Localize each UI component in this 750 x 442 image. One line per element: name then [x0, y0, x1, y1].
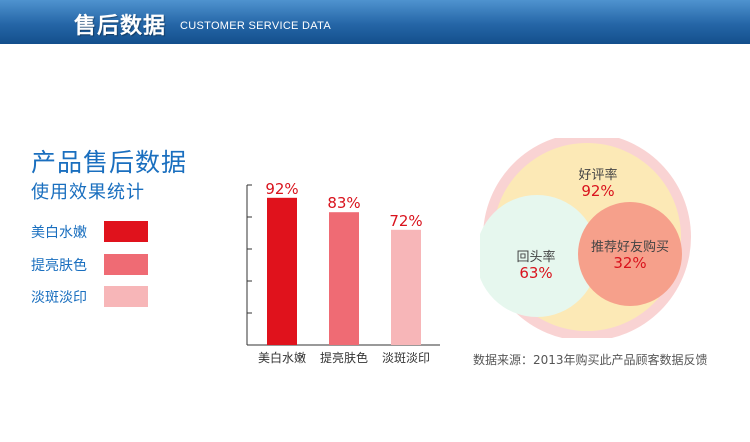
header-title: 售后数据	[74, 14, 167, 39]
data-source-note: 数据来源：2013年购买此产品顾客数据反馈	[473, 353, 708, 367]
set-value: 63%	[519, 264, 552, 282]
bar-value-label: 72%	[389, 212, 422, 230]
bar-chart: 92% 美白水嫩 83% 提亮肤色 72% 淡斑淡印	[246, 180, 440, 365]
bar-value-label: 83%	[327, 194, 360, 212]
set-circle-return-rate	[480, 195, 598, 317]
set-circle-referral	[578, 202, 682, 306]
set-label: 好评率	[578, 167, 617, 183]
set-label: 推荐好友购买	[591, 239, 669, 255]
legend-label: 淡斑淡印	[31, 290, 87, 306]
x-tick-label: 美白水嫩	[258, 350, 306, 365]
section-title: 产品售后数据	[31, 148, 188, 177]
legend-item: 提亮肤色	[31, 254, 161, 275]
bar	[267, 197, 297, 345]
legend-swatch	[104, 254, 148, 275]
legend-item: 美白水嫩	[31, 221, 161, 242]
set-value: 32%	[613, 254, 646, 272]
legend-item: 淡斑淡印	[31, 286, 161, 307]
bar	[329, 212, 359, 345]
legend-swatch	[104, 221, 148, 242]
bar-value-label: 92%	[265, 180, 298, 198]
legend-label: 提亮肤色	[31, 258, 87, 274]
legend-label: 美白水嫩	[31, 225, 87, 241]
x-tick-label: 提亮肤色	[320, 350, 368, 365]
header-banner: 售后数据 CUSTOMER SERVICE DATA	[0, 0, 750, 44]
set-label: 回头率	[516, 249, 555, 265]
bar	[391, 229, 421, 345]
header-subtitle: CUSTOMER SERVICE DATA	[180, 20, 331, 32]
legend-swatch	[104, 286, 148, 307]
x-tick-label: 淡斑淡印	[382, 351, 430, 365]
section-subtitle: 使用效果统计	[31, 182, 145, 203]
set-value: 92%	[581, 182, 614, 200]
